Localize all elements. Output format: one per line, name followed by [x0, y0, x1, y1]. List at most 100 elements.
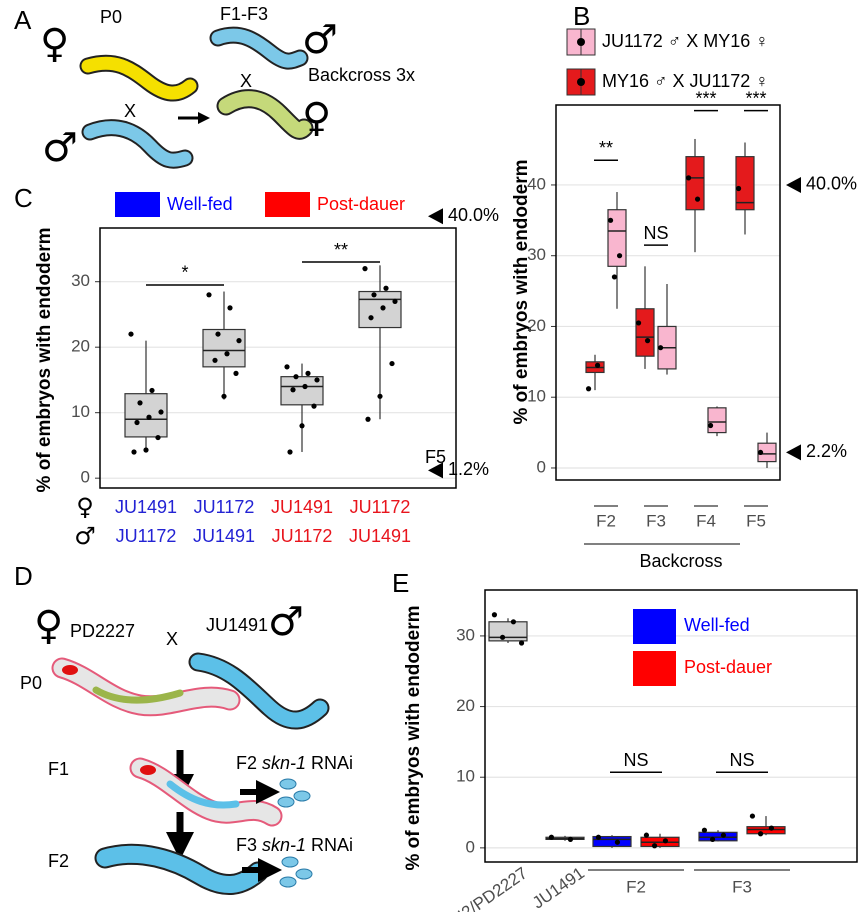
- embryo: [293, 790, 311, 802]
- data-point: [644, 338, 651, 344]
- data-point: [362, 266, 368, 272]
- marker-arrow: [786, 176, 801, 193]
- y-tick-label: 30: [71, 271, 90, 290]
- data-point: [128, 331, 134, 337]
- data-point: [567, 836, 574, 842]
- data-point: [233, 370, 239, 376]
- method: RNAi: [311, 835, 353, 855]
- data-point: [380, 305, 386, 311]
- box: [124, 393, 168, 438]
- data-point: [149, 387, 155, 394]
- data-point: [518, 640, 525, 646]
- x-axis-label: Backcross: [639, 551, 722, 571]
- panel-a: A ♀ P0 X ♂ F1-F3 X ♂ Backcross 3x ♀: [14, 4, 415, 171]
- significance-label: **: [599, 138, 613, 158]
- data-point: [594, 362, 601, 368]
- data-point: [299, 423, 305, 429]
- y-tick-label: 10: [456, 767, 475, 786]
- data-point: [491, 612, 498, 618]
- data-point: [368, 315, 374, 321]
- worm-gonad: [166, 780, 240, 809]
- plot-background: [100, 228, 456, 488]
- data-point: [720, 832, 727, 838]
- y-tick-label: 30: [527, 245, 546, 264]
- embryo: [281, 856, 299, 868]
- cross-label: X: [124, 101, 136, 121]
- y-tick-label: 30: [456, 625, 475, 644]
- data-point: [224, 351, 230, 357]
- worm-head: [62, 665, 78, 675]
- data-point: [701, 827, 708, 833]
- x-tick-label: JU1172: [194, 497, 255, 517]
- x-tick-label: F2: [596, 511, 616, 530]
- legend-swatch: [633, 609, 676, 644]
- data-point: [595, 834, 602, 840]
- generation: F2: [236, 753, 257, 773]
- data-point: [236, 338, 242, 344]
- legend-label: Post-dauer: [317, 194, 405, 214]
- y-tick-label: 0: [466, 837, 475, 856]
- panel-d: D ♀ PD2227 X JU1491 ♂ P0 F1 F2 skn-1 RNAi …: [14, 561, 575, 895]
- significance-label: ***: [745, 88, 766, 108]
- method: RNAi: [311, 753, 353, 773]
- generation: F3: [236, 835, 257, 855]
- y-tick-label: 20: [527, 316, 546, 335]
- significance-label: NS: [643, 223, 668, 243]
- marker-label: 1.2%: [448, 459, 489, 479]
- embryo: [295, 868, 313, 880]
- row-symbol: ♂: [74, 522, 96, 550]
- data-point: [389, 360, 395, 367]
- data-point: [614, 839, 621, 845]
- data-point: [131, 449, 137, 455]
- panel-label: D: [14, 561, 33, 591]
- data-point: [768, 825, 775, 831]
- male-symbol: ♂: [42, 125, 78, 171]
- x-tick-label: JU1172: [272, 526, 333, 546]
- plot-frame: [484, 589, 858, 863]
- hermaphrodite-symbol: ♀: [34, 603, 63, 649]
- data-point: [290, 387, 296, 393]
- data-point: [694, 196, 701, 202]
- plot-frame: [555, 104, 781, 481]
- rnai-label: F2 skn-1 RNAi: [236, 753, 353, 773]
- data-point: [585, 386, 592, 392]
- data-point: [616, 253, 623, 259]
- data-point: [749, 813, 756, 819]
- x-tick-label: JU1491: [349, 526, 411, 546]
- data-point: [293, 374, 299, 380]
- gene: skn-1: [262, 835, 306, 855]
- data-point: [305, 370, 311, 376]
- data-point: [221, 393, 227, 399]
- y-tick-label: 10: [71, 402, 90, 421]
- panel-label: A: [14, 5, 32, 35]
- marker-label: 2.2%: [806, 441, 847, 461]
- data-point: [510, 619, 517, 625]
- box: [707, 407, 727, 434]
- x-tick-label: JU1172: [116, 526, 177, 546]
- x-tick-label: F4: [696, 511, 716, 530]
- data-point: [685, 175, 692, 181]
- box: [635, 308, 655, 357]
- rnai-label: F3 skn-1 RNAi: [236, 835, 353, 855]
- note: F5: [425, 447, 446, 467]
- marker-label: 40.0%: [806, 174, 857, 194]
- panel-label: B: [573, 1, 590, 31]
- worm: [81, 56, 197, 100]
- data-point: [155, 434, 161, 441]
- box: [488, 621, 528, 642]
- worm: [211, 28, 307, 68]
- data-point: [757, 449, 764, 456]
- legend-swatch-dot: [577, 78, 585, 86]
- data-point: [137, 400, 143, 406]
- data-point: [284, 364, 290, 370]
- backcross-label: Backcross 3x: [308, 65, 415, 85]
- data-point: [215, 331, 221, 337]
- data-point: [635, 320, 642, 326]
- marker-arrow: [428, 208, 443, 225]
- data-point: [709, 836, 716, 842]
- worm: [131, 759, 281, 825]
- data-point: [158, 409, 164, 415]
- x-tick-label: F2: [626, 877, 646, 896]
- significance-label: ***: [695, 88, 716, 108]
